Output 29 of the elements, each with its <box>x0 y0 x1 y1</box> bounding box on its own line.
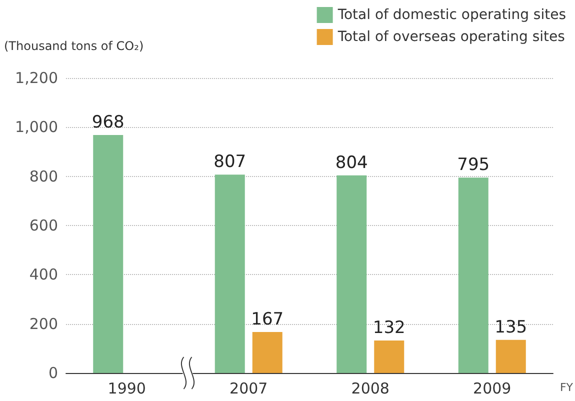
y-tick-label: 1,200 <box>15 69 58 87</box>
legend-label: Total of domestic operating sites <box>336 7 566 23</box>
bar <box>93 135 124 373</box>
data-label: 135 <box>494 317 528 338</box>
x-tick-label: 2009 <box>473 380 512 398</box>
y-tick-label: 0 <box>48 364 58 382</box>
y-tick-label: 600 <box>29 216 58 234</box>
bar <box>252 332 282 373</box>
y-tick-label: 200 <box>29 314 58 333</box>
data-label: 167 <box>251 309 284 330</box>
data-label: 804 <box>335 152 368 173</box>
legend-label: Total of overseas operating sites <box>336 29 565 45</box>
y-tick-label: 1,000 <box>15 118 58 136</box>
y-axis-title: (Thousand tons of CO₂) <box>4 39 144 53</box>
bar <box>336 175 367 373</box>
y-tick-label: 800 <box>29 167 58 186</box>
data-label: 795 <box>457 155 490 176</box>
bar <box>374 340 404 373</box>
x-tick-label: 2008 <box>351 380 390 398</box>
x-tick-label: 2007 <box>230 380 268 398</box>
bar <box>496 340 526 373</box>
bar <box>214 174 245 373</box>
data-label: 132 <box>372 318 406 338</box>
y-tick-label: 400 <box>29 266 58 284</box>
x-axis-title: FY <box>560 381 574 394</box>
data-label: 968 <box>92 112 124 133</box>
bar <box>458 178 488 373</box>
x-tick-label: 1990 <box>108 380 146 398</box>
data-label: 807 <box>214 152 246 172</box>
